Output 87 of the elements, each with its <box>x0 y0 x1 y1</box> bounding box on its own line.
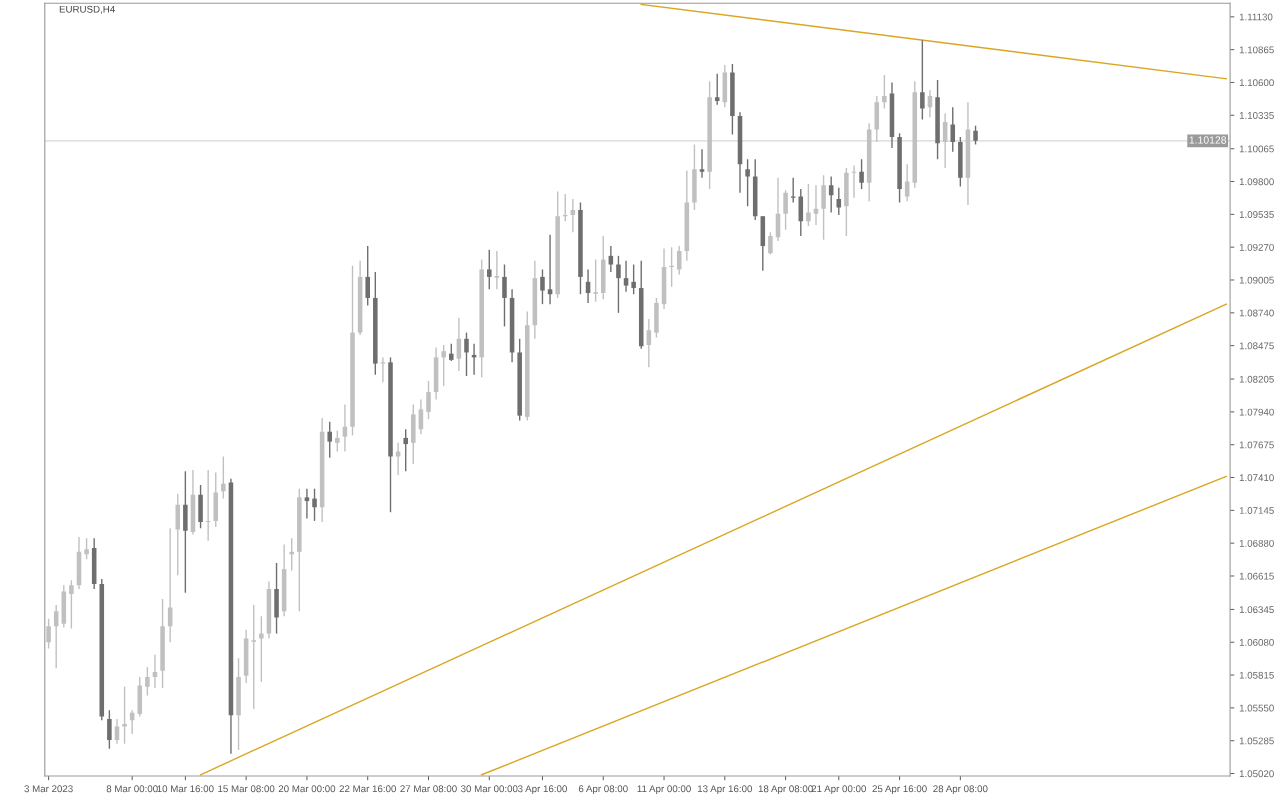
candlestick <box>380 356 386 383</box>
candlestick <box>464 331 469 377</box>
x-tick-label: 11 Apr 00:00 <box>637 785 691 795</box>
x-tick-label: 8 Mar 00:00 <box>106 785 158 793</box>
x-tick-label: 6 Apr 08:00 <box>578 785 628 795</box>
candlestick <box>592 258 599 303</box>
candlestick <box>84 537 89 560</box>
candlestick <box>441 344 446 387</box>
x-tick-label: 28 Apr 08:00 <box>933 785 988 795</box>
candlestick <box>790 177 796 204</box>
candlestick <box>920 39 925 121</box>
candlestick <box>631 263 636 295</box>
candlestick <box>304 487 310 520</box>
y-tick-label: 1.11130 <box>1239 13 1273 21</box>
candlestick <box>882 74 887 110</box>
candlestick <box>768 231 773 256</box>
x-tick-label: 30 Mar 00:00 <box>461 785 518 793</box>
candlestick <box>950 106 956 153</box>
candlestick <box>806 183 811 227</box>
y-tick-label: 1.05550 <box>1239 704 1274 712</box>
y-tick-label: 1.05020 <box>1239 770 1274 778</box>
x-tick-label: 20 Mar 00:00 <box>278 785 336 793</box>
candlestick <box>821 174 826 241</box>
candlestick <box>783 189 788 231</box>
candlestick <box>426 380 431 421</box>
x-tick-label: 27 Mar 08:00 <box>400 785 457 793</box>
y-tick-label: 1.08475 <box>1239 342 1274 350</box>
y-tick-label: 1.10335 <box>1239 112 1274 119</box>
candlestick <box>623 260 629 293</box>
x-tick-label: 3 Mar 2023 <box>24 785 73 793</box>
x-tick-label: 18 Apr 08:00 <box>758 785 813 795</box>
candlestick <box>221 455 226 500</box>
candlestick <box>714 73 720 106</box>
y-tick-label: 1.09535 <box>1239 211 1274 218</box>
candlestick <box>114 718 120 745</box>
candlestick <box>745 158 750 208</box>
candlestick <box>608 245 614 273</box>
y-tick-label: 1.07675 <box>1239 441 1274 449</box>
candlestick <box>493 250 500 290</box>
y-tick-label: 1.05285 <box>1239 737 1274 745</box>
x-tick-label: 3 Apr 16:00 <box>517 785 567 795</box>
y-tick-label: 1.09005 <box>1239 276 1274 284</box>
y-tick-label: 1.09800 <box>1239 178 1274 186</box>
candlestick <box>122 686 127 745</box>
candlestick <box>335 429 340 453</box>
y-tick-label: 1.10600 <box>1239 79 1274 87</box>
candlestick <box>403 428 408 473</box>
candlestick <box>289 537 295 572</box>
candlestick <box>259 615 264 683</box>
x-tick-label: 21 Apr 00:00 <box>811 785 866 795</box>
candlestick <box>502 263 507 328</box>
y-tick-label: 1.08740 <box>1239 309 1274 317</box>
y-tick-label: 1.08205 <box>1239 375 1274 383</box>
candlestick <box>250 604 257 710</box>
y-tick-label: 1.10065 <box>1239 145 1274 153</box>
y-tick-label: 1.05815 <box>1239 671 1274 679</box>
candlestick <box>973 125 978 146</box>
candlestick <box>69 579 74 630</box>
candlestick <box>107 709 112 750</box>
candlestick <box>836 187 842 216</box>
y-tick-label: 1.07145 <box>1239 507 1274 514</box>
candlestick <box>699 148 705 179</box>
y-tick-label: 1.06615 <box>1239 572 1274 580</box>
candlestick <box>616 255 621 314</box>
y-tick-label: 1.06345 <box>1239 606 1274 614</box>
y-tick-label: 1.07940 <box>1239 408 1274 416</box>
y-tick-label: 1.09270 <box>1239 243 1274 251</box>
x-tick-label: 13 Apr 16:00 <box>697 785 753 795</box>
candlestick <box>145 666 150 697</box>
candlestick <box>676 245 682 276</box>
candlestick <box>365 245 370 307</box>
candlestick <box>487 248 492 290</box>
candlestick <box>540 268 545 305</box>
x-tick-label: 25 Apr 16:00 <box>872 785 927 795</box>
y-tick-label: 1.06080 <box>1239 638 1274 646</box>
ref-line-label: 1.10128 <box>1189 136 1227 144</box>
candlestick <box>312 487 317 522</box>
y-tick-label: 1.06880 <box>1239 539 1274 547</box>
y-tick-label: 1.10865 <box>1239 46 1274 54</box>
x-tick-label: 10 Mar 16:00 <box>157 785 214 793</box>
chart-title: EURUSD,H4 <box>59 5 115 14</box>
x-tick-label: 15 Mar 08:00 <box>218 785 275 793</box>
candlestick <box>327 421 332 459</box>
candlestick <box>46 618 51 650</box>
candlestick <box>859 158 864 190</box>
x-tick-label: 22 Mar 16:00 <box>339 785 396 793</box>
y-tick-label: 1.07410 <box>1239 474 1274 482</box>
